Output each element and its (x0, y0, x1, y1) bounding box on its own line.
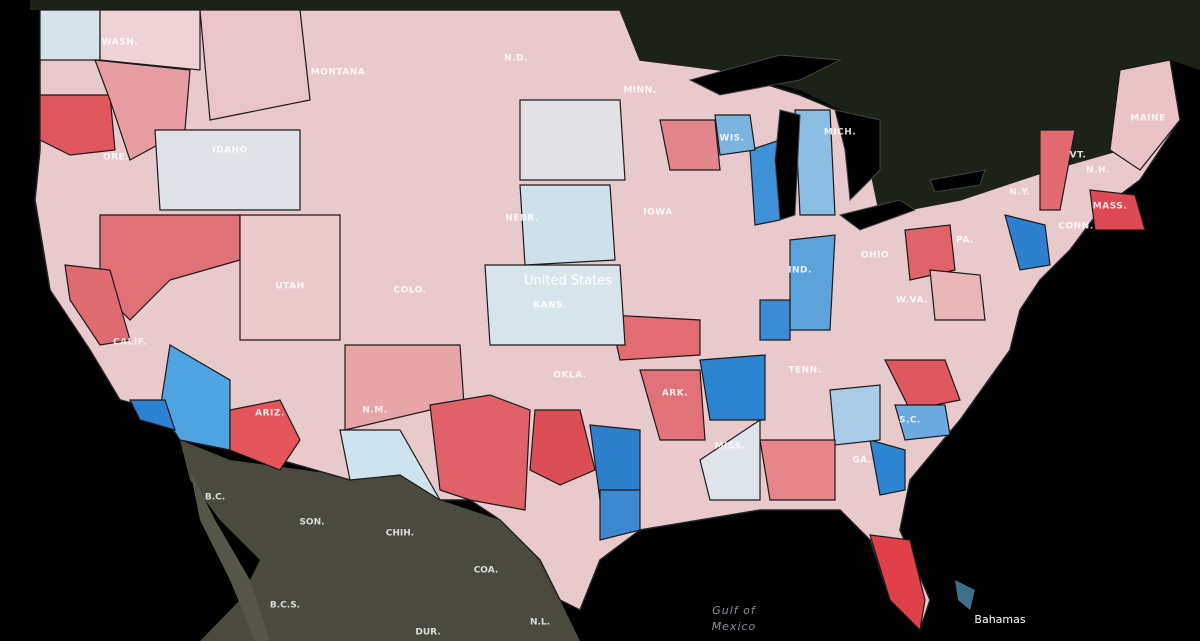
state-label: MASS. (1093, 202, 1127, 212)
state-label: WIS. (719, 134, 744, 144)
district (894, 404, 951, 441)
state-label: SON. (299, 518, 324, 528)
state-label: DUR. (415, 628, 440, 638)
state-label: VT. (1070, 151, 1087, 161)
district (64, 264, 131, 346)
place-label: Bahamas (974, 613, 1025, 626)
state-label: ARIZ. (255, 409, 285, 419)
state-label: MINN. (623, 86, 656, 96)
district (529, 409, 596, 486)
districts (39, 9, 1181, 632)
district (154, 129, 301, 211)
district (929, 269, 986, 321)
district (129, 399, 176, 431)
state-label: NEBR. (505, 214, 539, 224)
lake-superior (688, 54, 842, 96)
district (229, 399, 301, 471)
district (699, 418, 761, 501)
district (429, 394, 531, 511)
district (1004, 214, 1051, 271)
district (714, 114, 756, 156)
district (884, 359, 961, 411)
district (639, 369, 706, 441)
lake-ontario (929, 169, 986, 193)
state-label: COLO. (393, 286, 426, 296)
district (904, 224, 956, 281)
state-label: B.C. (205, 493, 225, 503)
mexico-land (180, 440, 580, 641)
district (829, 384, 881, 446)
state-label: UTAH (275, 282, 304, 292)
state-label: TENN. (788, 366, 821, 376)
district (789, 234, 836, 331)
district (39, 94, 116, 156)
state-label: IDAHO (212, 146, 247, 156)
district (599, 489, 641, 541)
district (519, 184, 616, 266)
state-label: OHIO (861, 251, 889, 261)
state-label: GA. (852, 456, 871, 466)
state-label: ORE. (103, 153, 129, 163)
district (339, 429, 441, 501)
district (1039, 129, 1076, 211)
district (239, 214, 341, 341)
state-label: N.L. (530, 618, 550, 628)
state-label: PA. (956, 236, 974, 246)
lake-erie (838, 199, 917, 231)
sea-label: Gulf of (712, 604, 757, 617)
district (794, 109, 836, 216)
district (1089, 189, 1146, 231)
state-label: IOWA (643, 208, 673, 218)
district (759, 299, 791, 341)
state-label: N.M. (362, 406, 387, 416)
state-label: N.D. (504, 54, 528, 64)
district (39, 9, 101, 61)
district (659, 119, 721, 171)
district (1109, 59, 1181, 171)
district (159, 344, 231, 451)
district (869, 534, 926, 632)
state-label: COA. (474, 566, 499, 576)
state-label: WASH. (102, 38, 138, 48)
state-label: B.C.S. (270, 601, 300, 611)
state-label: OKLA. (553, 371, 586, 381)
state-label: CALIF. (113, 338, 147, 348)
district (199, 9, 311, 121)
state-label: KANS. (533, 301, 567, 311)
district (869, 439, 906, 496)
district (519, 99, 626, 181)
country-label: United States (524, 274, 612, 289)
state-label: MISS. (715, 442, 746, 452)
state-label: MAINE (1130, 114, 1165, 124)
baja (190, 470, 270, 641)
labels: WASH. MONTANA N.D. MINN. ORE. IDAHO WIS.… (102, 38, 1165, 638)
state-label: CONN. (1058, 222, 1093, 232)
state-label: N.Y. (1009, 188, 1030, 198)
bahamas-island (955, 580, 975, 610)
lake-michigan (774, 109, 801, 221)
district (759, 439, 836, 501)
district (699, 354, 766, 421)
state-label: W.VA. (896, 296, 928, 306)
lake-huron (834, 109, 881, 202)
district (484, 264, 626, 346)
state-label: IND. (788, 266, 812, 276)
state-label: CHIH. (386, 529, 414, 539)
canada-land (30, 0, 1200, 215)
sea-label: Mexico (712, 620, 757, 633)
district (99, 9, 201, 71)
state-label: S.C. (899, 416, 921, 426)
state-label: MICH. (824, 128, 856, 138)
state-label: MONTANA (311, 68, 366, 78)
state-label: ARK. (662, 389, 688, 399)
state-label: N.H. (1086, 166, 1110, 176)
